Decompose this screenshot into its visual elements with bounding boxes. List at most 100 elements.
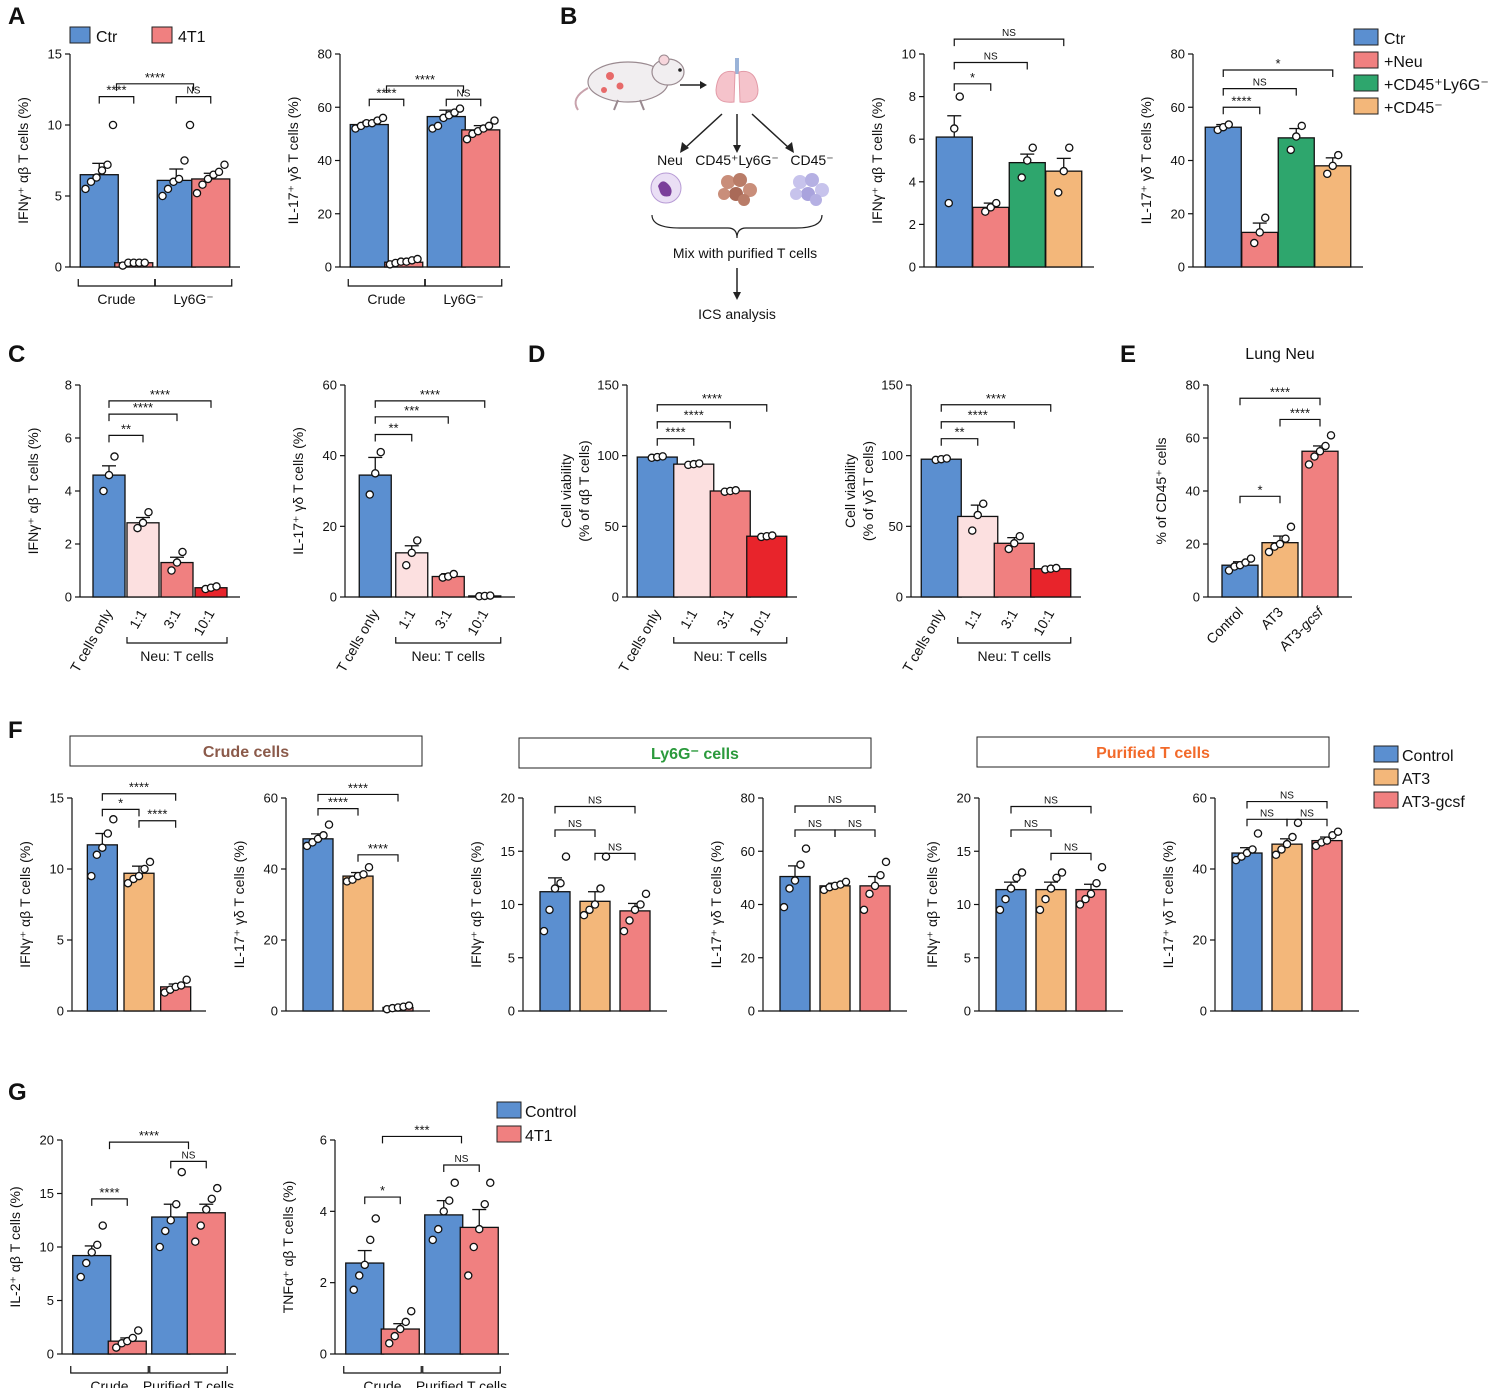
significance-bracket xyxy=(940,404,1052,412)
data-point xyxy=(1023,156,1032,165)
group-label: Crude xyxy=(363,1378,401,1388)
legend-f: Control AT3 AT3-gcsf xyxy=(1373,745,1465,811)
experiment-diagram: Neu CD45⁺Ly6G⁻ CD45⁻ Mix with purified T… xyxy=(574,54,834,322)
bar xyxy=(1314,165,1352,268)
significance-bracket xyxy=(594,852,636,861)
bar xyxy=(619,910,651,1012)
y-tick-label: 40 xyxy=(323,448,337,463)
legend-a-swatch-ctr xyxy=(69,26,91,44)
data-point xyxy=(695,459,704,468)
data-point xyxy=(123,878,133,888)
data-point xyxy=(172,558,182,567)
y-axis-label: IL-17⁺ γδ T cells (%) xyxy=(1160,841,1176,969)
data-point xyxy=(1250,238,1259,248)
data-point xyxy=(196,1221,205,1230)
y-tick-label: 10 xyxy=(40,1240,54,1255)
y-tick-label: 150 xyxy=(597,378,619,393)
group-label: Crude xyxy=(367,291,405,307)
data-point xyxy=(190,1237,200,1246)
panel-label-f: F xyxy=(8,717,23,744)
y-axis-label: Cell viability xyxy=(842,454,858,528)
bar xyxy=(779,875,811,1012)
data-point xyxy=(104,470,114,480)
data-point xyxy=(1297,121,1307,131)
data-point xyxy=(790,876,800,885)
y-tick-label: 0 xyxy=(271,1004,278,1019)
y-tick-label: 5 xyxy=(55,189,62,204)
f-header-ly6g-text: Ly6G⁻ cells xyxy=(651,746,739,763)
bar xyxy=(709,490,751,598)
data-point xyxy=(185,120,195,130)
significance-bracket xyxy=(385,85,465,93)
y-tick-label: 20 xyxy=(1186,537,1200,552)
y-tick-label: 0 xyxy=(325,260,332,275)
significance-label: **** xyxy=(1270,384,1290,399)
diagram-brace xyxy=(651,214,823,239)
data-point xyxy=(207,1194,216,1204)
data-point xyxy=(349,1285,358,1295)
data-point xyxy=(390,1331,399,1341)
arrow-lung-neu-head xyxy=(680,142,689,153)
y-tick-label: 20 xyxy=(1171,206,1185,221)
data-point xyxy=(407,548,416,558)
group-label: Neu: T cells xyxy=(140,648,213,664)
f-header-purified-text: Purified T cells xyxy=(1096,745,1210,762)
y-tick-label: 0 xyxy=(65,590,72,605)
data-point xyxy=(1304,460,1314,469)
data-point xyxy=(485,1178,495,1188)
y-axis-label: IFNγ⁺ αβ T cells (%) xyxy=(468,841,484,968)
significance-label: * xyxy=(118,795,123,810)
y-tick-label: 4 xyxy=(909,174,916,189)
data-point xyxy=(973,510,983,520)
significance-label: **** xyxy=(702,391,722,406)
significance-bracket xyxy=(953,38,1065,47)
significance-bracket xyxy=(445,98,482,107)
y-axis-label: IL-17⁺ γδ T cells (%) xyxy=(290,427,306,555)
group-label: Ly6G⁻ xyxy=(173,291,213,307)
y-tick-label: 20 xyxy=(501,791,515,806)
y-axis-label: IL-17⁺ γδ T cells (%) xyxy=(285,97,301,225)
x-category-label: 1:1 xyxy=(126,606,150,631)
significance-bracket xyxy=(953,61,1028,70)
bar xyxy=(151,1216,191,1355)
y-tick-label: 15 xyxy=(40,1186,54,1201)
x-category-label: AT3 xyxy=(1257,604,1286,633)
y-tick-label: 10 xyxy=(50,862,64,877)
data-point xyxy=(360,1260,369,1270)
data-point xyxy=(354,1271,364,1280)
data-point xyxy=(865,889,874,899)
group-label: Neu: T cells xyxy=(978,648,1051,664)
y-tick-label: 8 xyxy=(65,378,72,393)
group-bracket xyxy=(149,1366,228,1374)
x-category-label: 3:1 xyxy=(997,606,1021,631)
legend-g: Control 4T1 xyxy=(496,1101,577,1145)
y-tick-label: 50 xyxy=(889,519,903,534)
bar xyxy=(1030,568,1072,598)
significance-bracket xyxy=(554,829,596,837)
significance-bracket xyxy=(108,1141,190,1150)
group-bracket xyxy=(957,637,1072,644)
significance-bracket xyxy=(374,433,413,442)
significance-label: NS xyxy=(1002,28,1016,39)
data-point xyxy=(779,902,789,912)
data-point xyxy=(950,124,959,133)
bar xyxy=(1301,450,1339,598)
y-tick-label: 0 xyxy=(1178,260,1185,275)
significance-label: *** xyxy=(404,403,419,418)
y-tick-label: 0 xyxy=(330,590,337,605)
y-axis-label: IL-17⁺ γδ T cells (%) xyxy=(1138,97,1154,225)
x-category-label: 3:1 xyxy=(713,606,737,631)
significance-bracket xyxy=(138,820,177,828)
y-tick-label: 5 xyxy=(47,1293,54,1308)
data-point xyxy=(220,160,229,170)
significance-bracket xyxy=(170,1160,207,1169)
bar xyxy=(1271,843,1303,1012)
y-tick-label: 6 xyxy=(320,1133,327,1148)
data-point xyxy=(785,884,794,893)
y-tick-label: 0 xyxy=(909,260,916,275)
significance-bracket xyxy=(101,793,177,801)
significance-bracket xyxy=(656,438,695,446)
x-category-label: T cells only xyxy=(899,607,948,675)
data-point xyxy=(103,829,113,838)
data-point xyxy=(201,1205,211,1214)
